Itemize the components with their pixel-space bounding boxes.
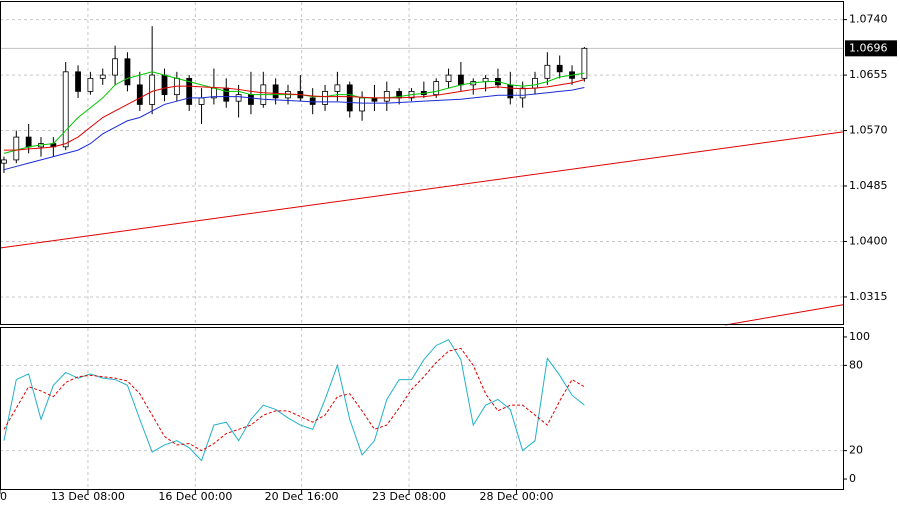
candle-body	[1, 159, 7, 164]
y-tick-label: 20	[849, 444, 863, 457]
y-tick-label: 80	[849, 358, 863, 371]
axis-layer: 1.0740 1.0655 1.0570 1.0485 1.0400 1.0315 100 8…	[0, 13, 897, 503]
candle-body	[359, 97, 365, 112]
candle-body	[248, 94, 254, 105]
y-tick-label: 1.0485	[849, 179, 888, 192]
candle-body	[433, 81, 440, 96]
moving-average	[3, 86, 585, 171]
grid-layer	[0, 2, 843, 490]
candle-body	[519, 87, 526, 99]
x-tick-label: 28 Dec 00:00	[479, 490, 553, 503]
moving-average	[3, 79, 585, 151]
trend-line	[0, 131, 844, 249]
candle-body	[75, 71, 81, 92]
candle-body	[149, 74, 156, 105]
candle-body	[556, 64, 563, 73]
candle-body	[99, 74, 106, 79]
candle-body	[136, 84, 143, 105]
candle-body	[112, 58, 119, 76]
candle-body	[186, 77, 193, 105]
candle-body	[161, 74, 168, 96]
trend-line	[725, 304, 844, 326]
y-tick-label: 100	[849, 330, 870, 343]
oscillator-line	[3, 347, 585, 452]
candle-body	[62, 71, 69, 148]
candle-body	[532, 77, 538, 89]
price-panel-frame	[0, 1, 844, 325]
x-tick-label: 16 Dec 00:00	[158, 490, 232, 503]
candle-body	[581, 47, 588, 79]
candle-body	[346, 84, 353, 112]
y-tick-label: 0	[849, 472, 856, 485]
y-tick-label: 1.0655	[849, 68, 888, 81]
candle-body	[544, 64, 551, 79]
candle-body	[334, 84, 341, 92]
y-tick-label: 1.0315	[849, 290, 888, 303]
candle-body	[309, 97, 316, 105]
candle-body	[445, 74, 452, 83]
y-tick-label: 1.0740	[849, 13, 888, 26]
x-tick-label: 00	[0, 490, 7, 503]
candle-body	[13, 136, 20, 161]
x-tick-label: 20 Dec 16:00	[265, 490, 339, 503]
y-tick-label: 1.0400	[849, 234, 888, 247]
candle-body	[457, 74, 464, 86]
oscillator-line	[3, 339, 585, 462]
candle-body	[223, 87, 230, 102]
data-layer	[0, 26, 844, 462]
candle-body	[235, 94, 242, 102]
y-tick-label: 1.0570	[849, 124, 888, 137]
x-tick-label: 13 Dec 08:00	[51, 490, 125, 503]
candle-body	[124, 58, 131, 86]
candle-body	[272, 84, 279, 99]
candle-body	[507, 84, 514, 99]
candle-body	[198, 97, 205, 105]
candle-body	[87, 77, 94, 92]
last-price-label: 1.0696	[849, 41, 888, 54]
x-tick-label: 23 Dec 08:00	[372, 490, 446, 503]
candle-body	[383, 90, 390, 102]
last-price-box	[845, 40, 897, 57]
candle-body	[322, 90, 328, 105]
oscillator-panel-frame	[0, 327, 844, 490]
candle-body	[25, 136, 32, 148]
